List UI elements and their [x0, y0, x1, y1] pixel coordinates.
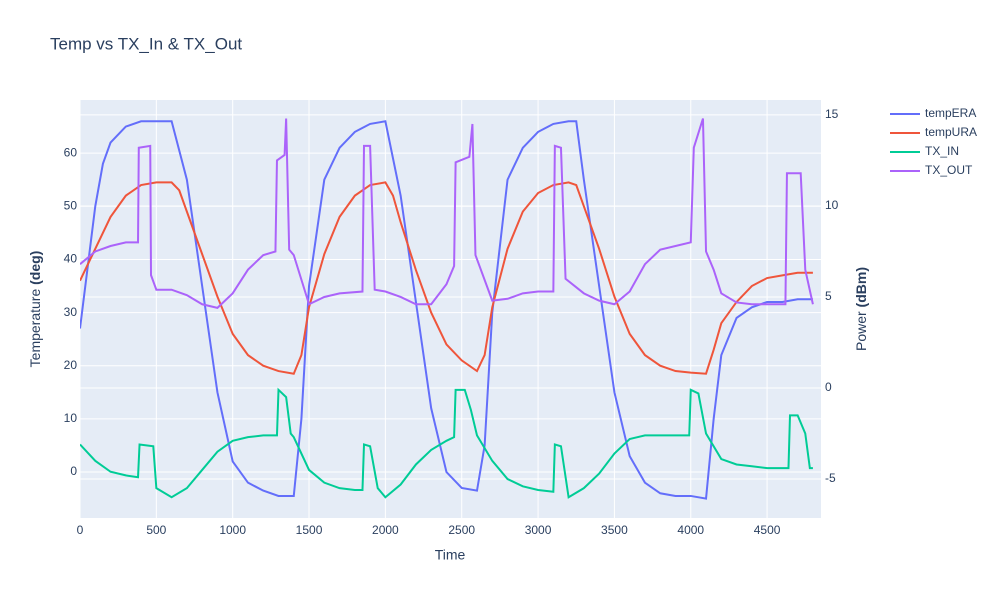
legend-label: TX_OUT: [925, 163, 973, 177]
y-axis-title: Temperature (deg): [27, 251, 43, 368]
x-tick-label: 3000: [525, 523, 552, 537]
x-tick-label: 4500: [754, 523, 781, 537]
y-tick-label: 10: [64, 411, 78, 425]
chart-title: Temp vs TX_In & TX_Out: [50, 34, 242, 53]
x-tick-label: 2000: [372, 523, 399, 537]
y2-axis-title: Power (dBm): [853, 267, 869, 351]
y-tick-label: 50: [64, 198, 78, 212]
y-tick-label: 0: [70, 464, 77, 478]
series-line: [80, 387, 813, 499]
y-tick-label: 40: [64, 252, 78, 266]
x-tick-label: 4000: [677, 523, 704, 537]
plot-area: [80, 100, 821, 518]
x-axis-title: Time: [435, 547, 466, 563]
x-tick-label: 1500: [296, 523, 323, 537]
series-line: [80, 181, 813, 375]
y2-tick-label: 15: [825, 107, 839, 121]
y-tick-label: 60: [64, 145, 78, 159]
y-tick-label: 30: [64, 305, 78, 319]
y-axis-unit: (deg): [27, 251, 43, 285]
x-tick-label: 500: [146, 523, 166, 537]
y2-axis-unit: (dBm): [853, 267, 869, 307]
y2-tick-label: 5: [825, 289, 832, 303]
legend-label: tempURA: [925, 125, 977, 139]
y2-tick-label: 10: [825, 198, 839, 212]
x-tick-label: 1000: [219, 523, 246, 537]
x-tick-label: 0: [77, 523, 84, 537]
y2-tick-label: 0: [825, 380, 832, 394]
y-tick-label: 20: [64, 358, 78, 372]
legend-label: TX_IN: [925, 144, 959, 158]
x-tick-label: 2500: [448, 523, 475, 537]
y2-tick-label: -5: [825, 471, 836, 485]
legend-label: tempERA: [925, 106, 976, 120]
x-tick-label: 3500: [601, 523, 628, 537]
y2-axis-title-text: Power: [853, 311, 869, 351]
series-line: [80, 118, 814, 310]
y-axis-title-text: Temperature: [27, 289, 43, 368]
series-line: [80, 120, 813, 500]
